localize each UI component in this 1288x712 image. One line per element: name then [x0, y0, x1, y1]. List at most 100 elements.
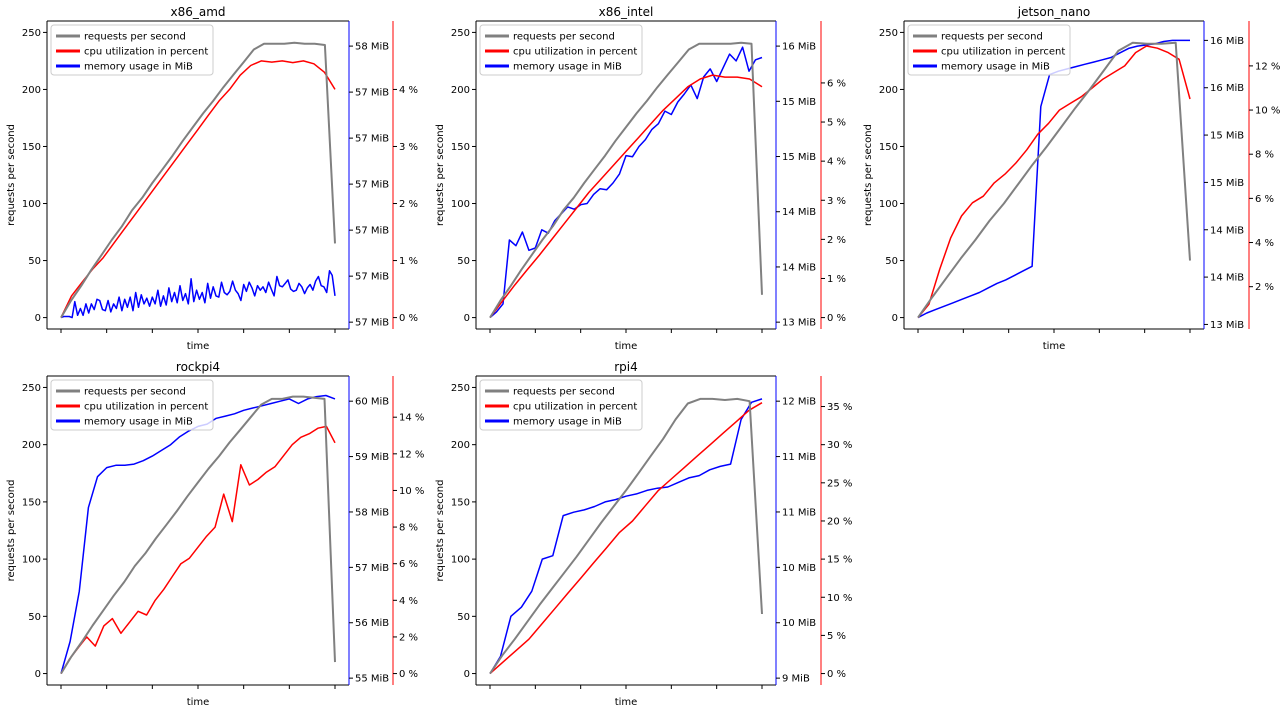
legend-label: requests per second [513, 387, 615, 398]
cpu-tick-label: 30 % [827, 440, 852, 451]
memory-tick-label: 55 MiB [355, 674, 389, 685]
chart-title: rockpi4 [176, 360, 220, 374]
legend-box [50, 379, 214, 431]
y-tick-label: 150 [451, 497, 470, 508]
y-axis-label: requests per second [6, 124, 17, 226]
legend-box [50, 24, 214, 76]
cpu-tick-label: 2 % [399, 199, 418, 210]
y-tick-label: 150 [22, 142, 41, 153]
series-line-requests [60, 41, 336, 319]
chart-title: x86_intel [599, 5, 654, 19]
legend-label: memory usage in MiB [84, 62, 193, 73]
memory-tick-label: 9 MiB [782, 674, 810, 685]
memory-tick-label: 57 MiB [355, 318, 389, 329]
chart-title: rpi4 [614, 360, 638, 374]
cpu-tick-label: 35 % [827, 402, 852, 413]
memory-tick-label: 11 MiB [782, 452, 816, 463]
memory-tick-label: 10 MiB [782, 563, 816, 574]
series-line-memory [489, 46, 763, 319]
y-tick-label: 0 [35, 313, 41, 324]
x-axis-label: time [615, 341, 638, 352]
y-tick-label: 250 [22, 28, 41, 39]
y-tick-label: 0 [464, 669, 470, 680]
series-line-requests [917, 41, 1191, 319]
memory-tick-label: 56 MiB [355, 618, 389, 629]
y-tick-label: 150 [451, 142, 470, 153]
legend-box [907, 24, 1071, 76]
memory-tick-label: 16 MiB [1210, 36, 1244, 47]
cpu-tick-label: 5 % [827, 118, 846, 129]
cpu-tick-label: 6 % [827, 78, 846, 89]
legend-label: cpu utilization in percent [84, 47, 208, 58]
y-axis-label: requests per second [6, 480, 17, 582]
cpu-tick-label: 6 % [1255, 194, 1274, 205]
y-tick-label: 50 [885, 256, 898, 267]
cpu-tick-label: 2 % [399, 632, 418, 643]
cpu-tick-label: 25 % [827, 478, 852, 489]
y-tick-label: 150 [879, 142, 898, 153]
series-line-cpu [60, 60, 336, 318]
cpu-tick-label: 2 % [1255, 282, 1274, 293]
cpu-tick-label: 6 % [399, 559, 418, 570]
memory-tick-label: 15 MiB [1210, 178, 1244, 189]
y-tick-label: 100 [451, 199, 470, 210]
y-tick-label: 150 [22, 497, 41, 508]
cpu-tick-label: 2 % [827, 235, 846, 246]
cpu-tick-label: 4 % [399, 596, 418, 607]
y-tick-label: 250 [451, 28, 470, 39]
y-tick-label: 200 [451, 85, 470, 96]
series-line-memory [489, 398, 763, 674]
y-tick-label: 50 [28, 256, 41, 267]
series-line-requests [60, 395, 336, 675]
legend-box [479, 24, 643, 76]
y-tick-label: 200 [22, 85, 41, 96]
y-tick-label: 0 [464, 313, 470, 324]
memory-tick-label: 14 MiB [1210, 225, 1244, 236]
y-tick-label: 100 [879, 199, 898, 210]
legend-box [479, 379, 643, 431]
cpu-tick-label: 8 % [399, 523, 418, 534]
y-tick-label: 100 [451, 555, 470, 566]
memory-tick-label: 14 MiB [1210, 273, 1244, 284]
series-line-cpu [917, 45, 1191, 319]
y-tick-label: 0 [892, 313, 898, 324]
legend-label: requests per second [84, 387, 186, 398]
cpu-tick-label: 3 % [827, 196, 846, 207]
y-tick-label: 50 [457, 612, 470, 623]
cpu-tick-label: 4 % [827, 157, 846, 168]
series-line-memory [60, 270, 336, 319]
legend-label: memory usage in MiB [513, 417, 622, 428]
legend-label: cpu utilization in percent [513, 47, 637, 58]
y-tick-label: 250 [451, 383, 470, 394]
y-axis-label: requests per second [435, 480, 446, 582]
cpu-tick-label: 12 % [1255, 61, 1280, 72]
cpu-tick-label: 0 % [399, 313, 418, 324]
memory-tick-label: 57 MiB [355, 134, 389, 145]
memory-tick-label: 13 MiB [1210, 320, 1244, 331]
memory-tick-label: 14 MiB [782, 207, 816, 218]
legend-label: memory usage in MiB [513, 62, 622, 73]
series-line-requests [489, 41, 763, 319]
y-tick-label: 100 [22, 555, 41, 566]
cpu-tick-label: 14 % [399, 413, 424, 424]
cpu-tick-label: 1 % [827, 274, 846, 285]
legend-label: cpu utilization in percent [84, 402, 208, 413]
memory-tick-label: 58 MiB [355, 507, 389, 518]
memory-tick-label: 59 MiB [355, 452, 389, 463]
y-axis-label: requests per second [863, 124, 874, 226]
memory-tick-label: 15 MiB [782, 97, 816, 108]
memory-tick-label: 16 MiB [1210, 83, 1244, 94]
memory-tick-label: 60 MiB [355, 397, 389, 408]
memory-tick-label: 15 MiB [782, 152, 816, 163]
legend-label: memory usage in MiB [84, 417, 193, 428]
cpu-tick-label: 0 % [399, 669, 418, 680]
series-line-cpu [489, 402, 763, 675]
y-tick-label: 100 [22, 199, 41, 210]
memory-tick-label: 14 MiB [782, 262, 816, 273]
legend-label: requests per second [941, 32, 1043, 43]
cpu-tick-label: 5 % [827, 631, 846, 642]
memory-tick-label: 57 MiB [355, 88, 389, 99]
cpu-tick-label: 12 % [399, 449, 424, 460]
y-tick-label: 200 [22, 440, 41, 451]
